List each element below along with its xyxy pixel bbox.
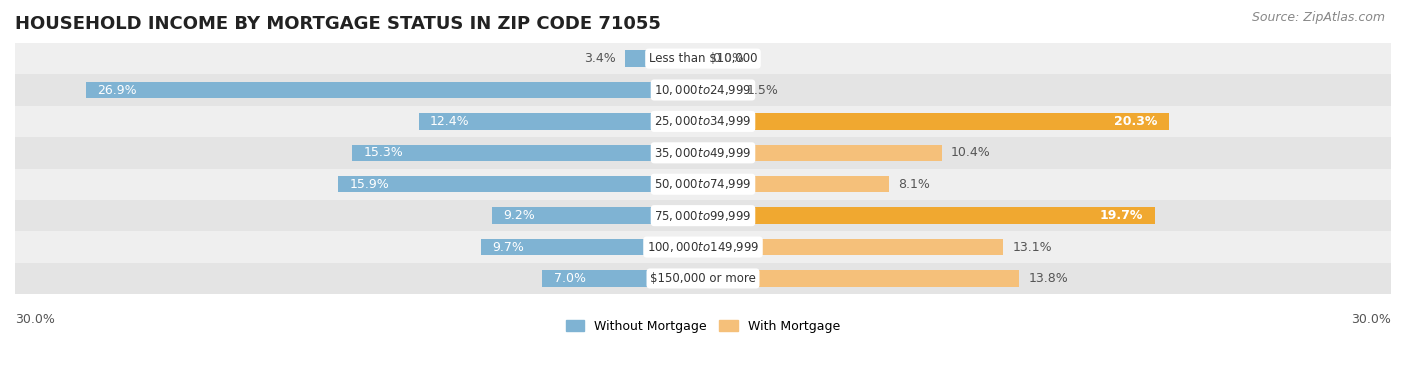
Text: 0.0%: 0.0% <box>713 52 744 65</box>
Bar <box>352 145 703 161</box>
Bar <box>15 43 1391 74</box>
Text: 9.2%: 9.2% <box>503 209 536 222</box>
Bar <box>339 176 703 192</box>
Legend: Without Mortgage, With Mortgage: Without Mortgage, With Mortgage <box>565 320 841 333</box>
Bar <box>15 74 1391 106</box>
Text: $10,000 to $24,999: $10,000 to $24,999 <box>654 83 752 97</box>
Bar <box>703 176 889 192</box>
Text: Less than $10,000: Less than $10,000 <box>648 52 758 65</box>
Bar <box>15 106 1391 137</box>
Bar <box>626 50 703 67</box>
Text: 8.1%: 8.1% <box>898 178 929 191</box>
Text: HOUSEHOLD INCOME BY MORTGAGE STATUS IN ZIP CODE 71055: HOUSEHOLD INCOME BY MORTGAGE STATUS IN Z… <box>15 15 661 33</box>
Text: 30.0%: 30.0% <box>15 313 55 326</box>
Bar <box>703 113 1168 130</box>
Text: 3.4%: 3.4% <box>583 52 616 65</box>
Bar <box>15 231 1391 263</box>
Bar <box>492 208 703 224</box>
Bar <box>15 169 1391 200</box>
Text: 15.3%: 15.3% <box>364 146 404 160</box>
Bar <box>86 82 703 98</box>
Text: 12.4%: 12.4% <box>430 115 470 128</box>
Text: 20.3%: 20.3% <box>1114 115 1157 128</box>
Text: $75,000 to $99,999: $75,000 to $99,999 <box>654 209 752 223</box>
Bar <box>419 113 703 130</box>
Text: Source: ZipAtlas.com: Source: ZipAtlas.com <box>1251 11 1385 24</box>
Bar <box>703 239 1004 255</box>
Text: 15.9%: 15.9% <box>350 178 389 191</box>
Text: 13.1%: 13.1% <box>1012 240 1052 254</box>
Bar <box>703 208 1154 224</box>
Text: 10.4%: 10.4% <box>950 146 990 160</box>
Text: $150,000 or more: $150,000 or more <box>650 272 756 285</box>
Text: 1.5%: 1.5% <box>747 84 779 96</box>
Text: 19.7%: 19.7% <box>1099 209 1143 222</box>
Text: 13.8%: 13.8% <box>1029 272 1069 285</box>
Bar <box>15 263 1391 294</box>
Text: $100,000 to $149,999: $100,000 to $149,999 <box>647 240 759 254</box>
Bar <box>703 270 1019 287</box>
Text: 30.0%: 30.0% <box>1351 313 1391 326</box>
Text: $35,000 to $49,999: $35,000 to $49,999 <box>654 146 752 160</box>
Bar <box>703 145 942 161</box>
Text: 9.7%: 9.7% <box>492 240 524 254</box>
Bar <box>15 137 1391 169</box>
Text: 26.9%: 26.9% <box>97 84 138 96</box>
Text: $50,000 to $74,999: $50,000 to $74,999 <box>654 177 752 191</box>
Bar <box>543 270 703 287</box>
Bar <box>703 82 737 98</box>
Text: 7.0%: 7.0% <box>554 272 586 285</box>
Bar <box>15 200 1391 231</box>
Text: $25,000 to $34,999: $25,000 to $34,999 <box>654 115 752 129</box>
Bar <box>481 239 703 255</box>
